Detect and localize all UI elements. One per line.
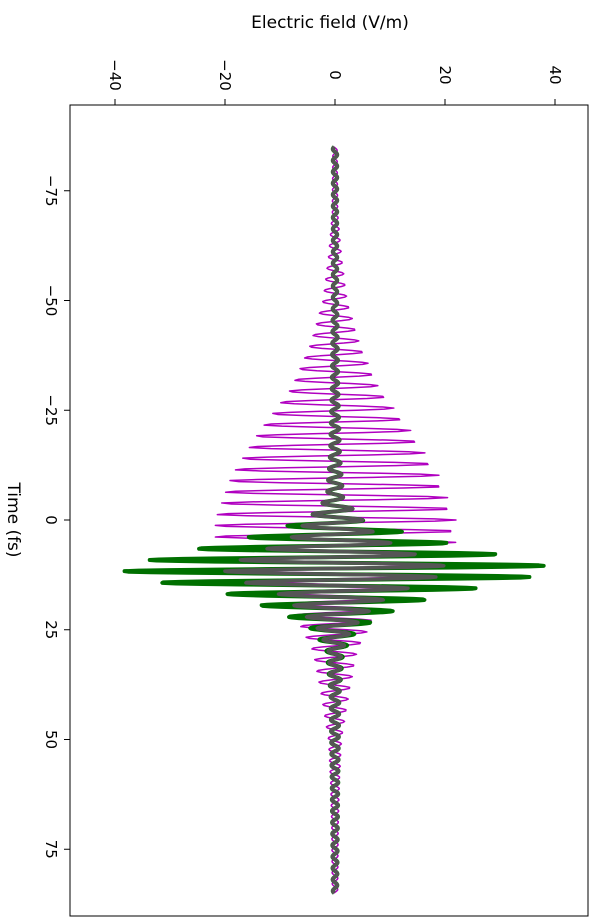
field-tick-label: −40 <box>106 59 124 91</box>
time-tick-label: −25 <box>42 394 60 426</box>
time-tick-label: 0 <box>42 515 60 525</box>
time-tick-label: 50 <box>42 730 60 749</box>
field-tick-label: 40 <box>546 65 564 84</box>
time-tick-label: −50 <box>42 285 60 317</box>
field-tick-label: −20 <box>216 59 234 91</box>
field-series-line-3 <box>223 145 446 895</box>
time-axis-label: Time (fs) <box>3 481 23 557</box>
plot-frame <box>69 104 589 917</box>
series-group <box>122 145 546 895</box>
time-tick-label: −75 <box>42 175 60 207</box>
field-axis-label: Electric field (V/m) <box>251 13 409 33</box>
field-tick-label: 20 <box>436 65 454 84</box>
ticks-group: −40 −20 0 20 40 −75 −50 −25 0 25 50 75 <box>42 59 564 859</box>
field-tick-label: 0 <box>326 70 344 80</box>
time-tick-label: 75 <box>42 840 60 859</box>
time-tick-label: 25 <box>42 620 60 639</box>
